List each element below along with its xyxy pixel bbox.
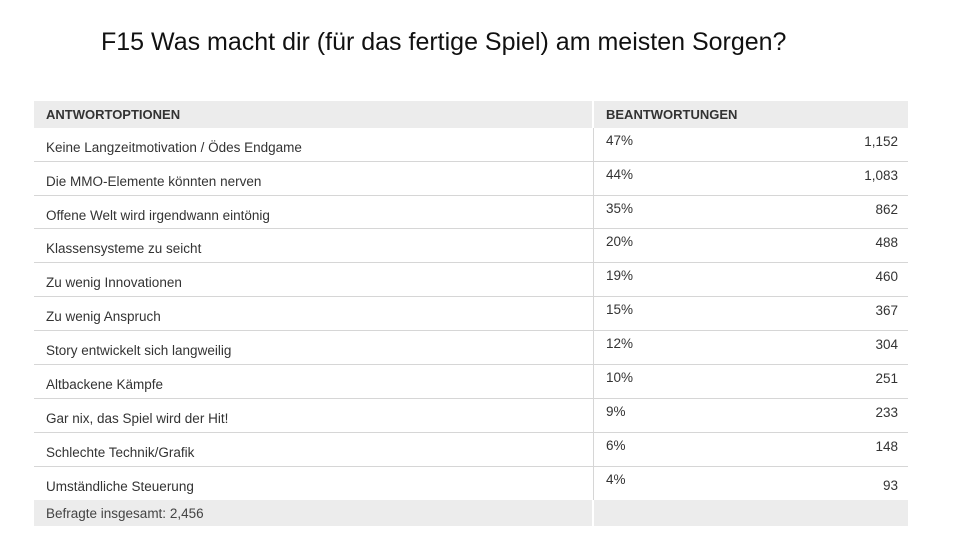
header-responses: BEANTWORTUNGEN (606, 107, 738, 122)
row-count: 1,083 (864, 168, 898, 183)
row-label: Keine Langzeitmotivation / Ödes Endgame (34, 128, 594, 161)
row-percent: 6% (606, 438, 626, 453)
results-table: ANTWORTOPTIONEN BEANTWORTUNGEN Keine Lan… (34, 101, 908, 526)
table-row: Offene Welt wird irgendwann eintönig 35%… (34, 196, 908, 229)
row-percent: 44% (606, 167, 634, 182)
row-count: 148 (875, 439, 898, 454)
row-label: Zu wenig Anspruch (34, 297, 594, 330)
row-label: Altbackene Kämpfe (34, 365, 594, 398)
row-percent: 19% (606, 268, 634, 283)
table-row: Altbackene Kämpfe 10% 251 (34, 365, 908, 399)
table-footer-row: Befragte insgesamt: 2,456 (34, 500, 908, 526)
row-count: 488 (875, 235, 898, 250)
page-title: F15 Was macht dir (für das fertige Spiel… (101, 28, 787, 56)
row-count: 251 (875, 371, 898, 386)
row-percent: 35% (606, 201, 634, 216)
row-count: 304 (875, 337, 898, 352)
table-row: Gar nix, das Spiel wird der Hit! 9% 233 (34, 399, 908, 433)
footer-empty-cell (594, 500, 908, 526)
table-row: Story entwickelt sich langweilig 12% 304 (34, 331, 908, 365)
row-percent: 10% (606, 370, 634, 385)
row-count: 367 (875, 303, 898, 318)
row-count: 233 (875, 405, 898, 420)
row-label: Klassensysteme zu seicht (34, 229, 594, 262)
table-row: Schlechte Technik/Grafik 6% 148 (34, 433, 908, 467)
row-label: Schlechte Technik/Grafik (34, 433, 594, 466)
row-percent: 20% (606, 234, 634, 249)
row-count: 862 (875, 202, 898, 217)
row-label: Offene Welt wird irgendwann eintönig (34, 196, 594, 228)
total-respondents: Befragte insgesamt: 2,456 (34, 500, 594, 526)
row-percent: 12% (606, 336, 634, 351)
row-percent: 4% (606, 472, 626, 487)
row-percent: 47% (606, 133, 634, 148)
table-row: Die MMO-Elemente könnten nerven 44% 1,083 (34, 162, 908, 196)
header-options: ANTWORTOPTIONEN (34, 101, 594, 128)
table-row: Zu wenig Anspruch 15% 367 (34, 297, 908, 331)
row-percent: 9% (606, 404, 626, 419)
row-label: Die MMO-Elemente könnten nerven (34, 162, 594, 195)
row-label: Zu wenig Innovationen (34, 263, 594, 296)
table-row: Umständliche Steuerung 4% 93 (34, 467, 908, 500)
row-percent: 15% (606, 302, 634, 317)
table-header-row: ANTWORTOPTIONEN BEANTWORTUNGEN (34, 101, 908, 128)
row-count: 93 (882, 478, 898, 493)
row-label: Gar nix, das Spiel wird der Hit! (34, 399, 594, 432)
table-row: Zu wenig Innovationen 19% 460 (34, 263, 908, 297)
row-count: 1,152 (864, 134, 898, 149)
row-label: Story entwickelt sich langweilig (34, 331, 594, 364)
table-row: Keine Langzeitmotivation / Ödes Endgame … (34, 128, 908, 162)
row-label: Umständliche Steuerung (34, 467, 594, 500)
row-count: 460 (875, 269, 898, 284)
table-row: Klassensysteme zu seicht 20% 488 (34, 229, 908, 263)
